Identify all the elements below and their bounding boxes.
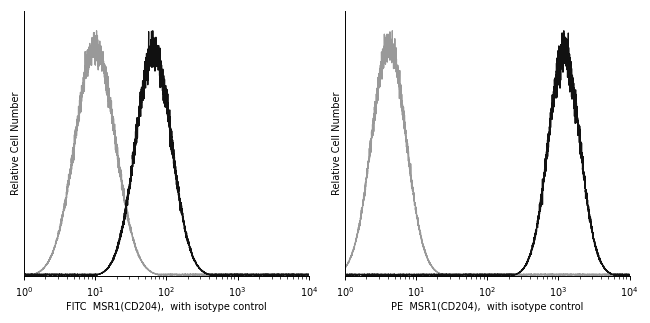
- X-axis label: PE  MSR1(CD204),  with isotype control: PE MSR1(CD204), with isotype control: [391, 302, 583, 312]
- X-axis label: FITC  MSR1(CD204),  with isotype control: FITC MSR1(CD204), with isotype control: [66, 302, 266, 312]
- Y-axis label: Relative Cell Number: Relative Cell Number: [332, 92, 342, 195]
- Y-axis label: Relative Cell Number: Relative Cell Number: [11, 92, 21, 195]
